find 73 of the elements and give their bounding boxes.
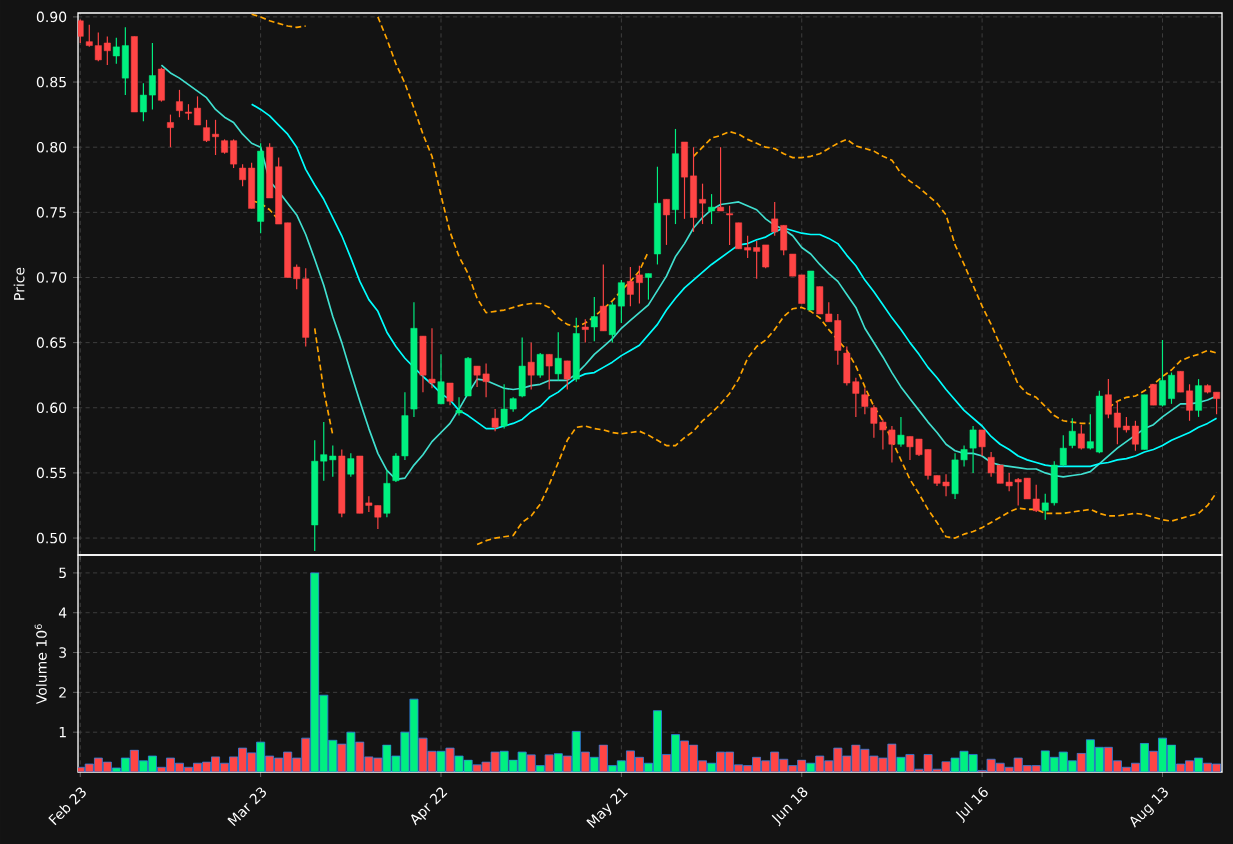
candlestick [969, 425, 977, 474]
candlestick [717, 146, 724, 212]
y-tick-label: 5 [59, 567, 66, 579]
y-tick-label: 4 [58, 607, 67, 618]
candlestick [554, 331, 562, 381]
candlestick [112, 37, 120, 65]
candlestick [545, 353, 553, 391]
y-tick-label: 0.55 [36, 467, 66, 479]
candlestick [149, 42, 156, 110]
candlestick [897, 416, 905, 448]
candlestick [744, 235, 752, 259]
y-tick-label: 0.70 [36, 272, 67, 283]
candlestick [428, 327, 436, 389]
candlestick [1113, 400, 1121, 445]
candlestick [527, 342, 535, 391]
candlestick [663, 198, 670, 246]
candlestick [1168, 372, 1175, 405]
candlestick [212, 119, 219, 156]
y-tick-label: 0.80 [36, 141, 67, 153]
candlestick [491, 408, 499, 432]
candlestick [771, 201, 779, 237]
candlestick [563, 360, 571, 391]
candlestick [978, 429, 986, 457]
candlestick [455, 396, 463, 417]
candlestick [437, 353, 445, 405]
y-tick-label: 2 [59, 687, 66, 698]
candlestick [626, 266, 634, 307]
candlestick [1104, 378, 1112, 419]
candlestick [139, 82, 147, 122]
x-tick-label: Apr 22 [411, 787, 448, 826]
candlestick [78, 18, 84, 44]
candlestick [861, 387, 869, 415]
candlestick [753, 240, 761, 280]
x-tick-label: Jun 18 [771, 787, 808, 827]
candlestick [1177, 370, 1184, 393]
x-tick-label: Feb 23 [48, 787, 86, 826]
y-tick-label: 0.75 [36, 207, 66, 218]
y-tick-label: 3 [59, 647, 66, 658]
y-tick-label: 0.60 [36, 402, 67, 414]
y-tick-label: 0.65 [36, 337, 66, 348]
candlestick [645, 272, 652, 301]
candlestick [1150, 383, 1157, 406]
candlestick [1213, 391, 1220, 415]
candlestick [194, 95, 201, 126]
y-tick-label: 1 [59, 727, 66, 738]
candlestick [239, 163, 246, 187]
candlestick [1132, 420, 1139, 452]
x-tick-label: Mar 23 [227, 787, 267, 827]
y-tick-label: 0.85 [36, 76, 66, 88]
candlestick [1186, 383, 1193, 422]
candlestick [1068, 417, 1076, 449]
candlestick [176, 89, 183, 118]
candlestick [726, 205, 733, 246]
candlestick [1077, 424, 1085, 451]
candlestick [347, 452, 355, 478]
candlestick [103, 35, 111, 66]
candlestick [446, 382, 454, 406]
y-axis-title: Price [13, 267, 25, 300]
y-tick-label: 0.90 [36, 11, 67, 23]
candlestick [590, 296, 598, 342]
candlestick [636, 265, 643, 305]
y-tick-label: 0.50 [36, 532, 67, 544]
candlestick [617, 279, 625, 324]
candlestick [708, 193, 715, 225]
candlestick [230, 138, 237, 169]
candlestick [1086, 413, 1094, 451]
x-tick-label: Jul 16 [955, 786, 988, 824]
candlestick [203, 119, 210, 143]
candlestick [536, 352, 544, 379]
candlestick [581, 318, 589, 344]
y-axis-title: Volume 10$^{6}$ [34, 624, 47, 705]
candlestick [699, 183, 706, 225]
candlestick [167, 114, 174, 148]
